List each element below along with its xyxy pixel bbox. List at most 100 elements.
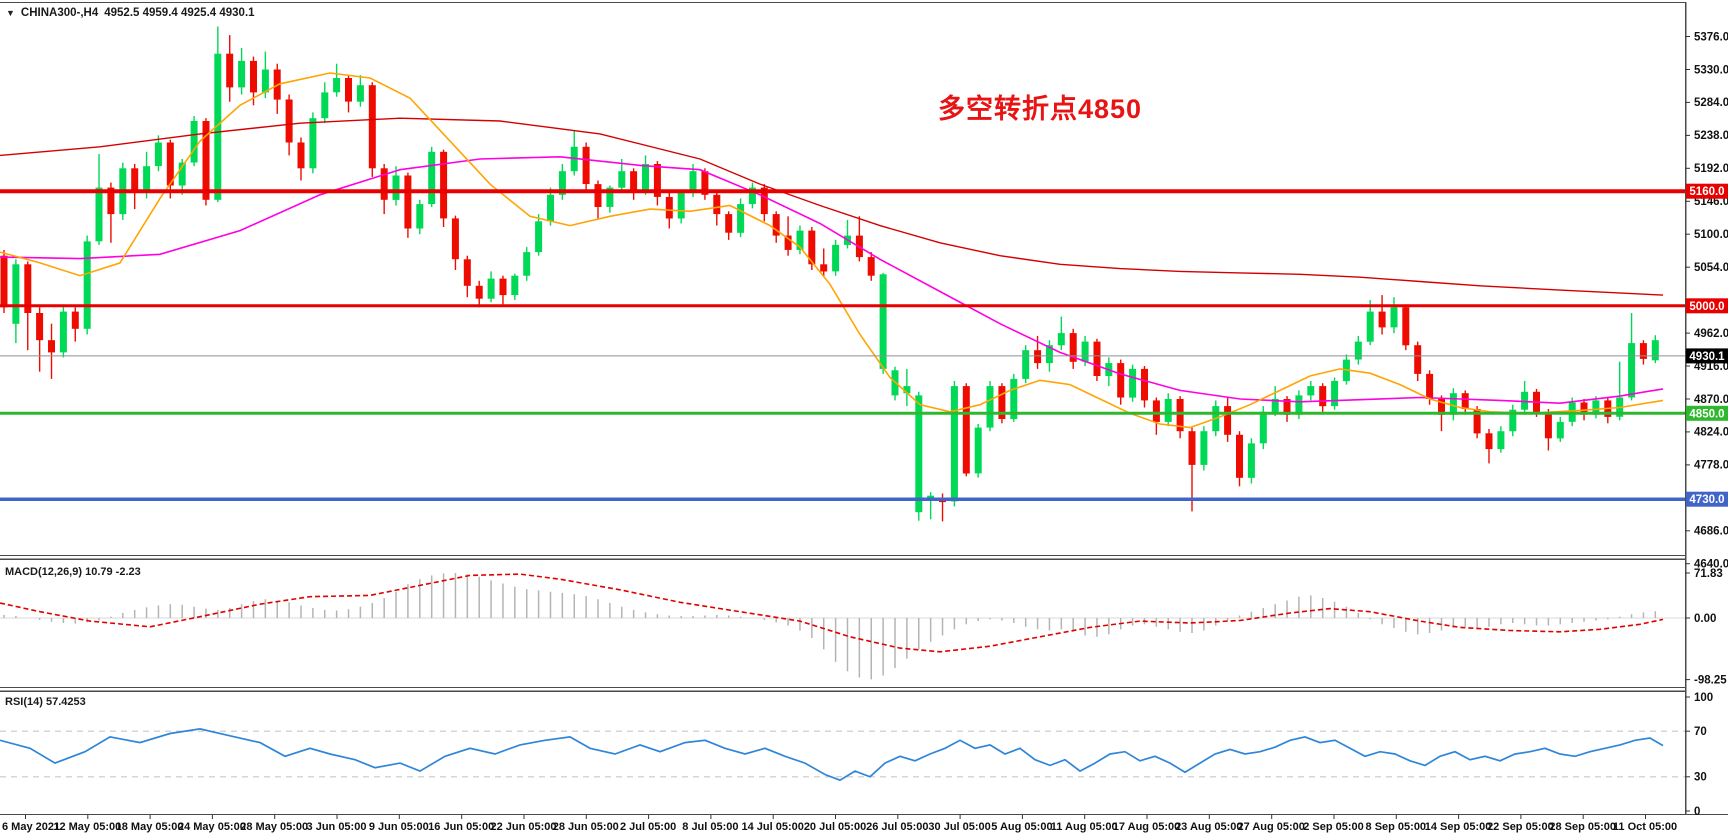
time-axis-label: 12 May 05:00 [53,821,121,833]
bear-candle [1224,406,1232,435]
bull-candle [12,264,20,324]
bear-candle [1378,311,1386,328]
bull-candle [1045,345,1053,364]
bear-candle [285,99,293,143]
bull-candle [1651,340,1659,361]
bear-candle [1438,399,1445,415]
dropdown-icon[interactable]: ▼ [6,8,15,18]
bear-candle [226,53,234,88]
bear-candle [867,257,875,276]
bull-candle [1592,400,1600,415]
bull-candle [143,166,151,193]
bear-candle [368,85,376,169]
macd-scale-label: 71.83 [1694,568,1723,580]
bear-candle [71,311,79,329]
bear-candle [808,230,816,265]
bull-candle [59,311,67,353]
bear-candle [107,187,115,215]
bull-candle [511,275,519,295]
time-axis-label: 18 May 05:00 [116,821,184,833]
bull-candle [986,386,994,428]
bear-candle [1283,399,1291,415]
bull-candle [1247,443,1255,478]
bear-candle [48,340,55,353]
bear-candle [1402,307,1410,346]
bull-candle [261,69,269,93]
bull-candle [1509,409,1517,432]
bull-candle [428,151,436,205]
bull-candle [95,187,103,242]
bear-candle [345,78,352,102]
price-badge-4930.1 [1686,348,1728,364]
time-axis-label: 14 Jul 05:00 [742,821,804,833]
bull-candle [416,204,424,229]
bull-candle [1449,393,1457,415]
bull-candle [689,171,697,193]
bear-candle [24,264,32,313]
price-badge-label: 5000.0 [1689,301,1724,313]
bull-candle [737,204,745,233]
bear-candle [297,142,305,169]
bull-candle [606,187,614,207]
price-tick-label: 5054.0 [1694,262,1728,274]
time-axis-label: 3 Jun 05:00 [307,821,367,833]
price-badge-5160.0 [1686,183,1728,199]
bull-candle [796,230,804,250]
price-badge-label: 4730.0 [1689,494,1724,506]
horizontal-lines-layer[interactable] [0,189,1685,501]
bear-candle [1188,431,1196,465]
bull-candle [309,118,317,169]
bear-candle [1319,386,1327,407]
price-axis[interactable]: 5376.0 5330.0 5284.0 5238.0 5192.0 5146.0 5100… [1685,31,1728,818]
time-axis-label: 26 Jul 05:00 [866,821,928,833]
bull-candle [321,92,329,119]
bull-candle [1331,381,1339,407]
bear-candle [760,187,768,215]
time-axis-label: 11 Aug 05:00 [1051,821,1118,833]
bear-candle [1414,345,1422,374]
rsi-scale-label: 30 [1694,772,1707,784]
bear-candle [166,142,174,186]
symbol-period-label: CHINA300-,H4 [20,7,99,19]
bear-candle [701,171,709,195]
bull-candle [903,386,911,394]
bull-candle [1366,311,1374,342]
bull-bear-turning-point-annotation[interactable]: 多空转折点4850 [938,94,1143,124]
time-axis-label: 24 May 05:00 [178,821,246,833]
bear-candle [630,171,638,190]
bear-candle [653,164,661,197]
bear-candle [475,285,483,299]
ma-slow-red [0,117,1664,296]
time-axis-label: 17 Aug 05:00 [1113,821,1180,833]
bear-candle [1141,368,1148,401]
time-axis-label: 11 Oct 05:00 [1613,821,1677,833]
bear-candle [202,121,210,200]
macd-panel[interactable] [0,573,1685,680]
bear-candle [451,218,459,260]
bear-candle [962,386,970,474]
price-badge-label: 5160.0 [1689,186,1724,198]
time-axis-label: 8 Jul 05:00 [682,821,738,833]
time-axis-label: 2 Jul 05:00 [620,821,676,833]
rsi-panel[interactable] [0,728,1685,782]
bear-candle [998,386,1006,419]
bull-candle [1628,343,1636,398]
chart-title: ▼ CHINA300-,H4 4952.5 4959.4 4925.4 4930.1 [6,7,255,19]
time-axis-label: 30 Jul 05:00 [928,821,990,833]
price-tick-label: 5192.0 [1694,163,1728,175]
time-axis-label: 22 Sep 05:00 [1487,821,1554,833]
bear-candle [499,278,507,296]
bull-candle [1307,386,1315,396]
price-tick-label: 4916.0 [1694,361,1728,373]
bull-candle [1081,341,1089,362]
bear-candle [1176,399,1184,432]
bull-candle [1295,395,1303,415]
macd-scale-label: 0.00 [1694,613,1716,625]
bull-candle [677,192,685,219]
bull-candle [535,221,543,253]
price-badge-4850.0 [1686,405,1728,421]
bull-candle [1354,341,1362,360]
